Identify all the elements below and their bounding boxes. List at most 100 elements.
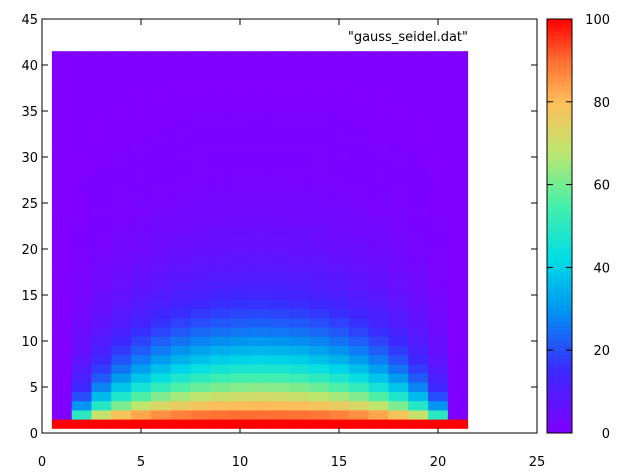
heatmap-cell xyxy=(170,235,191,245)
colorbar-segment xyxy=(547,56,572,61)
heatmap-cell xyxy=(329,78,350,89)
colorbar-segment xyxy=(547,72,572,78)
heatmap-cell xyxy=(289,410,310,420)
heatmap-cell xyxy=(150,336,172,346)
heatmap-cell xyxy=(428,272,449,282)
heatmap-cell xyxy=(111,134,132,144)
colorbar-segment xyxy=(547,387,572,393)
colorbar-segment xyxy=(547,168,572,173)
heatmap-cell xyxy=(329,262,350,273)
heatmap-cell xyxy=(348,134,370,144)
heatmap-cell xyxy=(408,78,429,89)
heatmap-cell xyxy=(91,382,112,392)
heatmap-cell xyxy=(329,400,350,411)
heatmap-cell xyxy=(91,235,112,245)
heatmap-cell xyxy=(91,189,112,199)
heatmap-cell xyxy=(150,78,172,89)
heatmap-cell xyxy=(309,78,330,89)
heatmap-cell xyxy=(150,410,172,420)
heatmap-cell xyxy=(210,97,231,107)
heatmap-cell xyxy=(230,364,251,374)
heatmap-cell xyxy=(368,373,389,383)
colorbar-segment xyxy=(547,68,572,74)
heatmap-cell xyxy=(210,290,231,300)
heatmap-cell xyxy=(71,410,92,420)
colorbar-segment xyxy=(547,192,572,198)
heatmap-cell xyxy=(289,373,310,383)
heatmap-cell xyxy=(269,364,290,374)
colorbar-tick-label: 100 xyxy=(585,13,610,28)
colorbar-segment xyxy=(547,184,572,190)
heatmap-cell xyxy=(368,308,389,319)
heatmap-cell xyxy=(131,198,152,208)
heatmap-cell xyxy=(408,299,429,310)
heatmap-cell xyxy=(269,134,290,144)
heatmap-cell xyxy=(111,235,132,245)
heatmap-cell xyxy=(408,161,429,172)
heatmap-cell xyxy=(51,345,73,356)
heatmap-cell xyxy=(190,97,211,107)
heatmap-cell xyxy=(210,419,231,429)
heatmap-cell xyxy=(190,216,211,227)
heatmap-cell xyxy=(71,235,92,245)
heatmap-cell xyxy=(447,161,469,172)
heatmap-cell xyxy=(131,78,152,89)
heatmap-cell xyxy=(368,134,389,144)
heatmap-cell xyxy=(408,336,429,346)
heatmap-cell xyxy=(447,290,469,300)
heatmap-cell xyxy=(388,364,409,374)
plot-area-frame xyxy=(41,18,538,434)
colorbar-segment xyxy=(547,76,572,82)
heatmap-cell xyxy=(447,207,469,218)
colorbar-segment xyxy=(547,89,572,95)
colorbar-segment xyxy=(547,188,572,194)
heatmap-cell xyxy=(269,216,290,227)
heatmap-cell xyxy=(230,152,251,162)
heatmap-cell xyxy=(131,281,152,291)
heatmap-cell xyxy=(51,198,73,208)
heatmap-cell xyxy=(368,124,389,135)
heatmap-cell xyxy=(388,161,409,172)
heatmap-cell xyxy=(170,216,191,227)
heatmap-cell xyxy=(51,226,73,236)
heatmap-cell xyxy=(249,281,271,291)
heatmap-cell xyxy=(428,410,449,420)
heatmap-cell xyxy=(388,106,409,116)
heatmap-cell xyxy=(408,373,429,383)
heatmap-cell xyxy=(329,244,350,254)
heatmap-cell xyxy=(428,244,449,254)
heatmap-cell xyxy=(131,327,152,337)
heatmap-cell xyxy=(190,272,211,282)
heatmap-cell xyxy=(170,391,191,402)
heatmap-cell xyxy=(368,419,389,429)
heatmap-cell xyxy=(170,272,191,282)
heatmap-cell xyxy=(289,327,310,337)
heatmap-cell xyxy=(309,262,330,273)
heatmap-cell xyxy=(388,253,409,264)
heatmap-cell xyxy=(170,78,191,89)
heatmap-cell xyxy=(150,373,172,383)
heatmap-cell xyxy=(150,400,172,411)
heatmap-cell xyxy=(249,253,271,264)
heatmap-cell xyxy=(428,124,449,135)
heatmap-cell xyxy=(230,88,251,98)
heatmap-cell xyxy=(71,189,92,199)
heatmap-cell xyxy=(329,364,350,374)
heatmap-cell xyxy=(408,124,429,135)
heatmap-cell xyxy=(388,354,409,365)
heatmap-cell xyxy=(289,143,310,153)
heatmap-cell xyxy=(329,207,350,218)
heatmap-cell xyxy=(447,354,469,365)
colorbar-segment xyxy=(547,416,572,422)
heatmap-cell xyxy=(428,226,449,236)
heatmap-cell xyxy=(249,382,271,392)
heatmap-cell xyxy=(170,88,191,98)
heatmap-cell xyxy=(329,382,350,392)
heatmap-cell xyxy=(249,400,271,411)
heatmap-cell xyxy=(51,189,73,199)
heatmap-cell xyxy=(91,364,112,374)
heatmap-cell xyxy=(348,253,370,264)
heatmap-cell xyxy=(170,60,191,70)
heatmap-cell xyxy=(190,419,211,429)
